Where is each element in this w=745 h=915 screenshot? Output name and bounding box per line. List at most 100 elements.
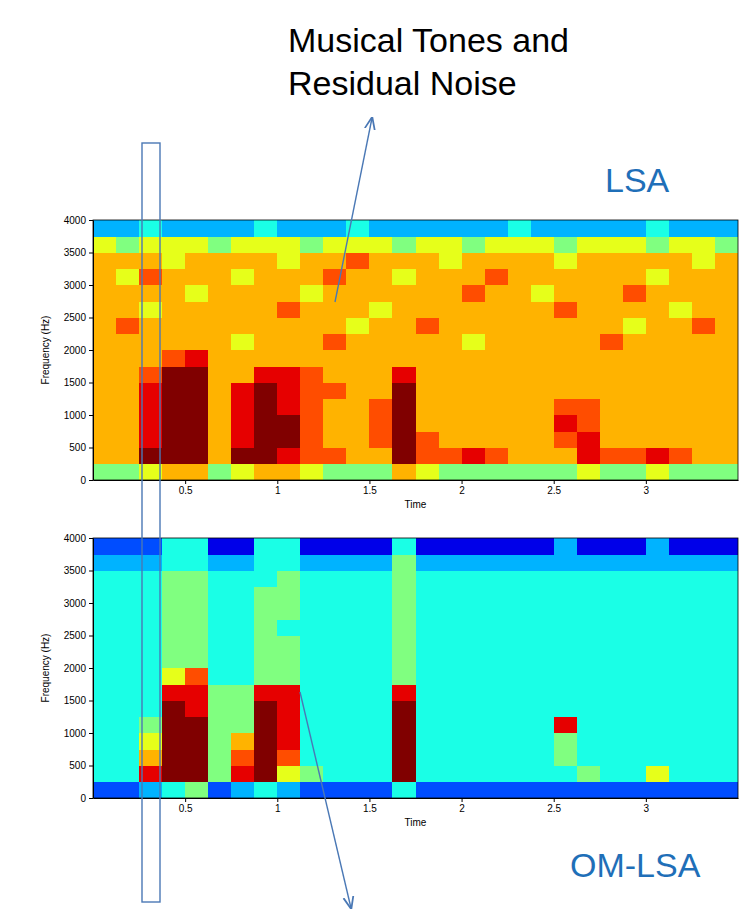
cell xyxy=(346,366,369,383)
cell xyxy=(416,571,439,588)
cell xyxy=(254,220,277,237)
cell xyxy=(277,701,300,718)
cell xyxy=(369,269,392,286)
cell xyxy=(600,366,623,383)
cell xyxy=(277,652,300,669)
cell xyxy=(577,701,600,718)
cell xyxy=(577,350,600,367)
cell xyxy=(300,220,323,237)
cell xyxy=(162,415,185,432)
cell xyxy=(646,538,669,555)
cell xyxy=(277,350,300,367)
cell xyxy=(93,571,116,588)
cell xyxy=(254,285,277,302)
cell xyxy=(485,766,508,783)
cell xyxy=(93,301,116,318)
cell xyxy=(369,603,392,620)
cell xyxy=(508,269,531,286)
cell xyxy=(346,431,369,448)
cell xyxy=(439,554,462,571)
cell xyxy=(323,571,346,588)
cell xyxy=(300,652,323,669)
cell xyxy=(508,636,531,653)
cell xyxy=(231,701,254,718)
cell xyxy=(439,749,462,766)
cell xyxy=(646,684,669,701)
cell xyxy=(554,717,577,734)
cell xyxy=(208,619,231,636)
cell xyxy=(623,749,646,766)
cell xyxy=(623,571,646,588)
cell xyxy=(462,554,485,571)
cell xyxy=(185,350,208,367)
cell xyxy=(162,636,185,653)
cell xyxy=(485,285,508,302)
cell xyxy=(439,269,462,286)
cell xyxy=(669,733,692,750)
cell xyxy=(554,220,577,237)
cell xyxy=(300,749,323,766)
cell xyxy=(692,366,715,383)
cell xyxy=(162,366,185,383)
cell xyxy=(277,636,300,653)
x-tick-label: 3 xyxy=(644,803,650,814)
y-tick: 3000 xyxy=(64,280,93,291)
cell xyxy=(323,301,346,318)
cell xyxy=(692,668,715,685)
cell xyxy=(369,684,392,701)
cell xyxy=(369,415,392,432)
cell xyxy=(508,366,531,383)
cell xyxy=(231,253,254,270)
cell xyxy=(623,253,646,270)
cell xyxy=(669,636,692,653)
cell xyxy=(300,399,323,416)
y-tick: 0 xyxy=(80,475,93,486)
cell xyxy=(554,236,577,253)
cell xyxy=(508,464,531,480)
cell xyxy=(715,587,738,604)
cell xyxy=(508,399,531,416)
cell xyxy=(692,587,715,604)
cell xyxy=(531,766,554,783)
cell xyxy=(346,253,369,270)
cell xyxy=(346,652,369,669)
cell xyxy=(577,733,600,750)
y-tick-label: 2500 xyxy=(64,312,87,323)
cell xyxy=(577,399,600,416)
cell xyxy=(462,766,485,783)
cell xyxy=(439,236,462,253)
cell xyxy=(623,782,646,798)
cell xyxy=(554,448,577,465)
plot-frame xyxy=(93,538,738,798)
cell xyxy=(715,668,738,685)
x-tick-label: 2 xyxy=(459,803,465,814)
cell xyxy=(116,464,139,480)
cell xyxy=(93,366,116,383)
cell xyxy=(462,318,485,335)
y-tick-mark xyxy=(89,798,93,799)
cell xyxy=(231,431,254,448)
cell xyxy=(162,399,185,416)
cell xyxy=(116,782,139,798)
cell xyxy=(646,652,669,669)
cell xyxy=(231,749,254,766)
cell xyxy=(116,619,139,636)
cell xyxy=(416,301,439,318)
cell xyxy=(715,782,738,798)
cell xyxy=(485,253,508,270)
cell xyxy=(231,636,254,653)
cell xyxy=(162,619,185,636)
cell xyxy=(508,766,531,783)
cell xyxy=(577,366,600,383)
cell xyxy=(392,464,415,480)
y-tick-label: 2000 xyxy=(64,345,87,356)
cell xyxy=(531,668,554,685)
cell xyxy=(623,383,646,400)
cell xyxy=(508,619,531,636)
cell xyxy=(623,636,646,653)
cell xyxy=(162,236,185,253)
cell xyxy=(715,448,738,465)
cell xyxy=(485,236,508,253)
cell xyxy=(554,587,577,604)
y-tick-label: 3500 xyxy=(64,247,87,258)
